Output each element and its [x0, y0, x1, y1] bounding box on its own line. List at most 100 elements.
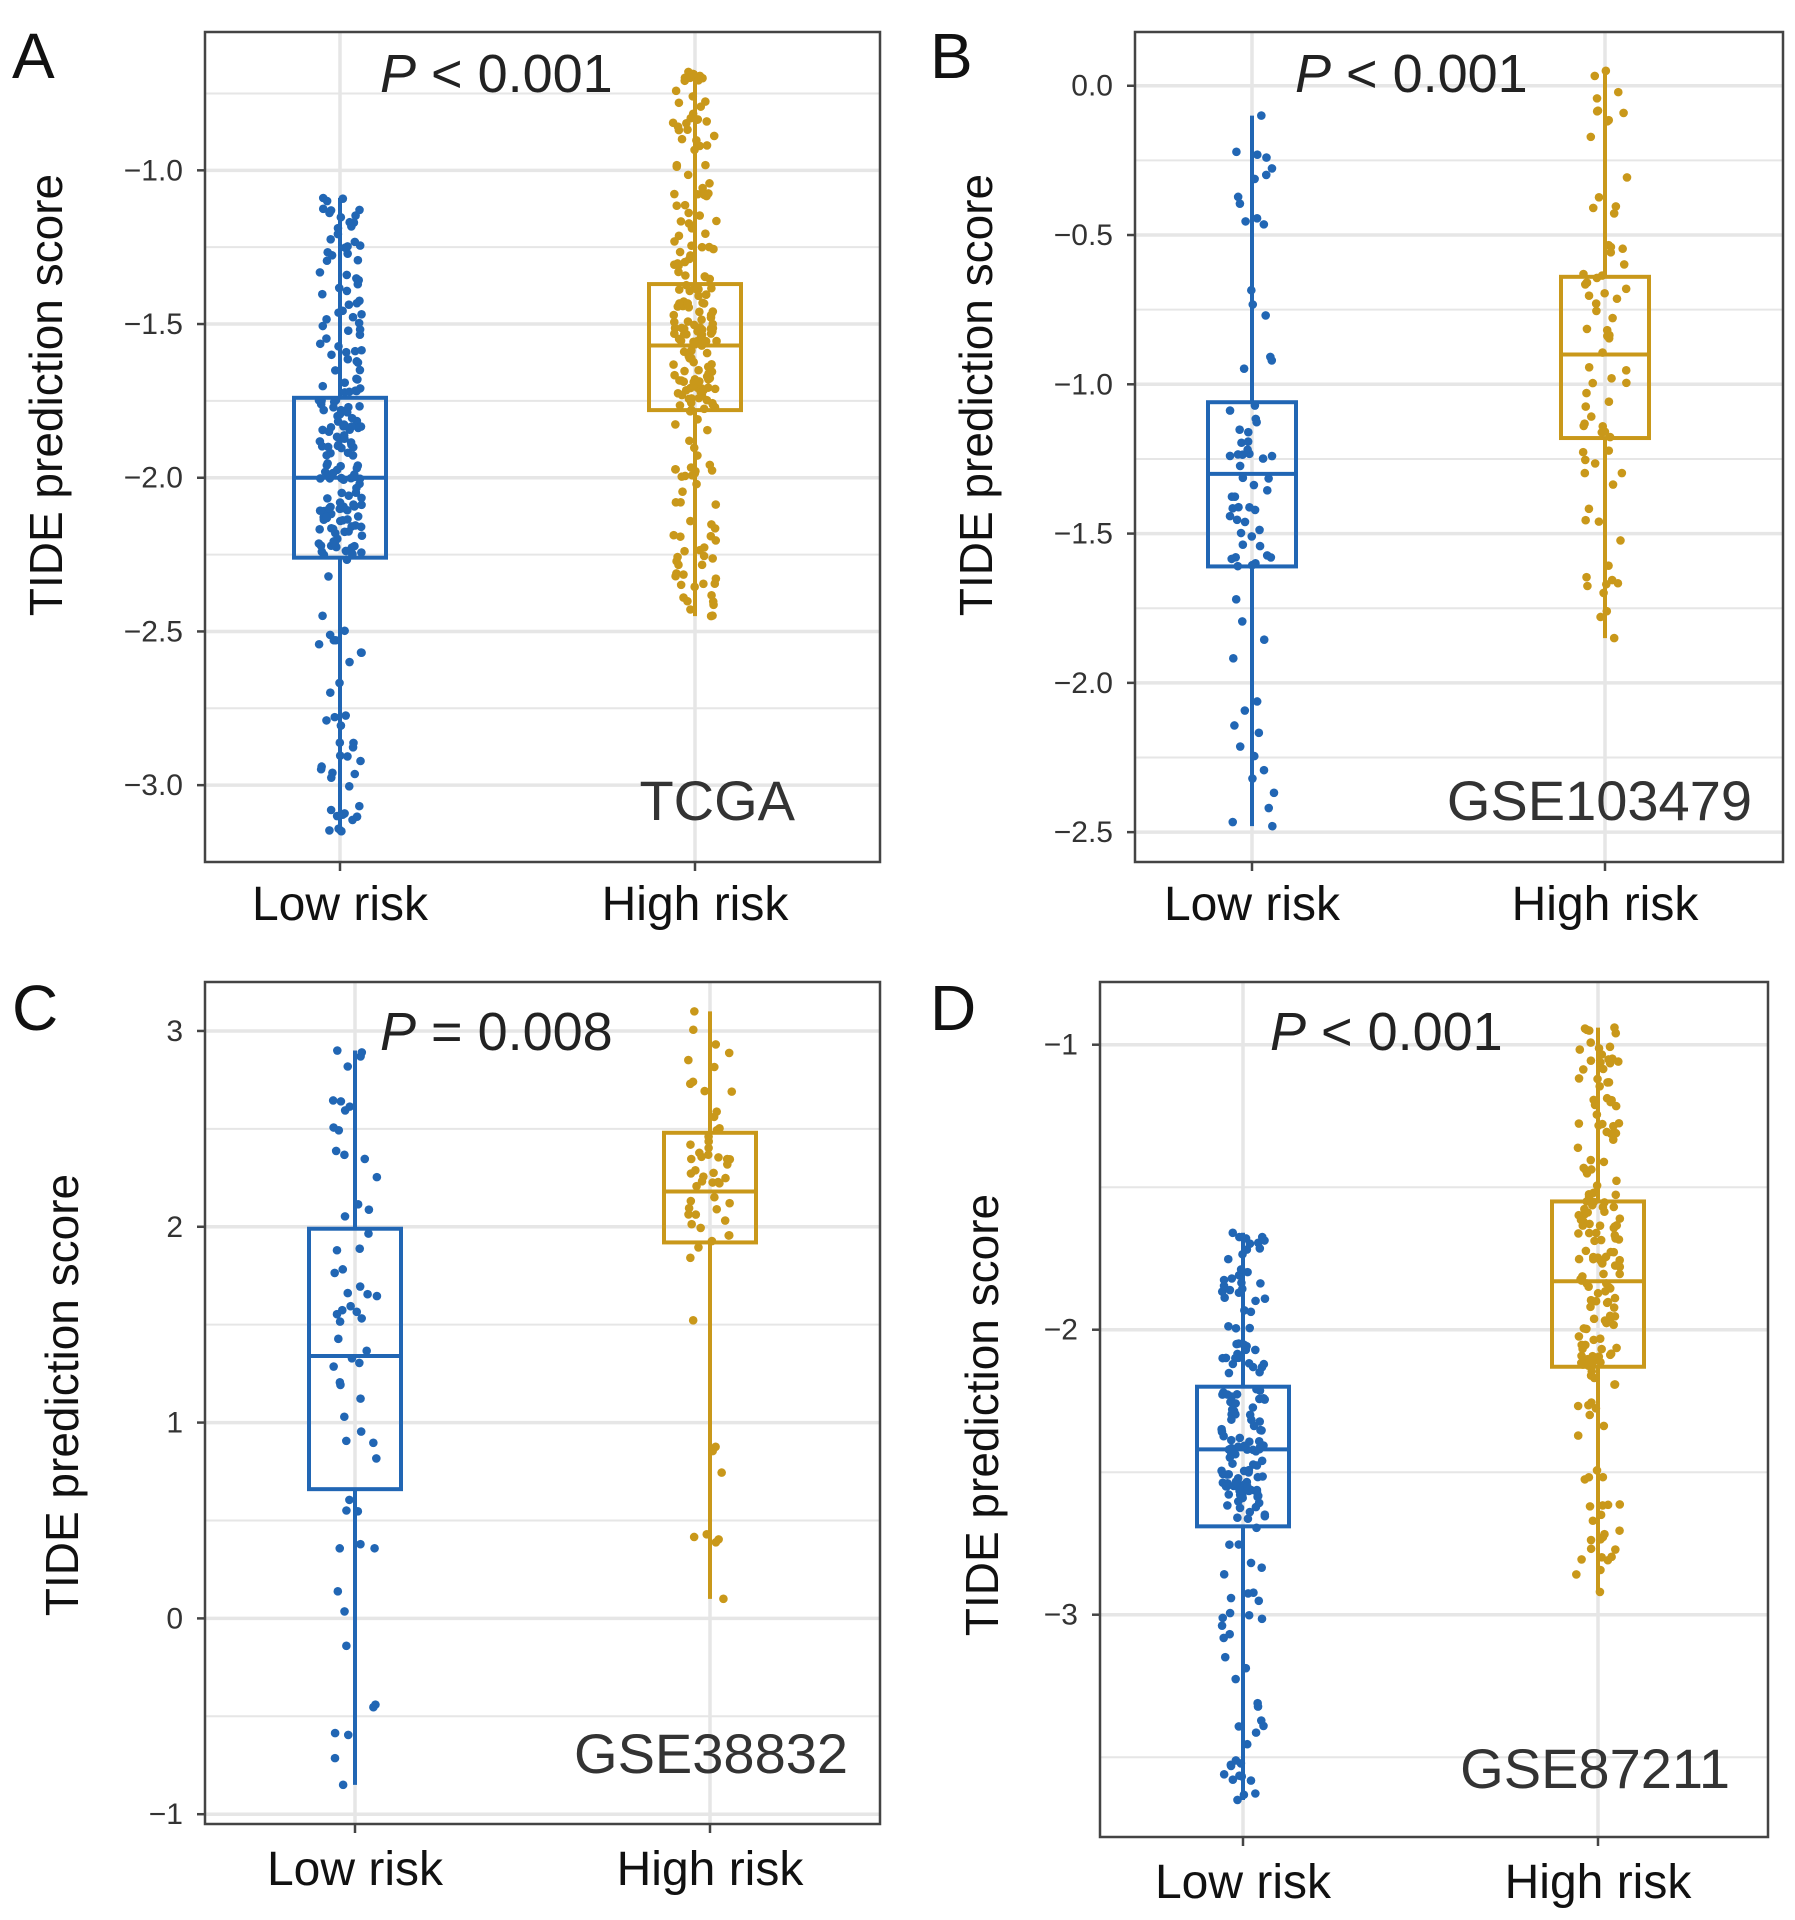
data-point: [686, 516, 695, 526]
data-point: [675, 247, 685, 257]
panel-a: A TIDE prediction score P < 0.001 TCGA L…: [12, 20, 882, 931]
data-point: [693, 415, 702, 424]
data-point: [1596, 1235, 1606, 1245]
data-point: [347, 413, 357, 423]
data-point: [341, 347, 351, 357]
data-point: [1582, 1197, 1591, 1206]
data-point: [1243, 427, 1253, 437]
data-point: [1608, 480, 1618, 489]
y-tick-label: −2.5: [1054, 816, 1113, 849]
data-point: [345, 1495, 354, 1505]
data-point: [1594, 192, 1604, 202]
data-point: [322, 334, 331, 343]
data-point: [347, 222, 356, 231]
svg-text:TIDE prediction score: TIDE prediction score: [950, 174, 1002, 616]
data-point: [335, 516, 345, 526]
data-point: [1573, 1431, 1583, 1440]
data-point: [679, 570, 688, 579]
data-point: [353, 255, 363, 265]
data-point: [699, 404, 709, 414]
data-point: [1257, 111, 1266, 120]
data-point: [708, 319, 718, 329]
data-point: [1248, 1403, 1258, 1412]
data-point: [349, 472, 359, 482]
data-point: [703, 1150, 713, 1160]
data-point: [693, 451, 702, 460]
data-point: [1588, 203, 1598, 213]
data-point: [1225, 451, 1235, 461]
data-point: [688, 92, 698, 101]
data-point: [338, 1780, 348, 1790]
data-point: [1609, 1202, 1619, 1212]
data-point: [1618, 244, 1627, 254]
y-tick-label: 1: [166, 1407, 183, 1440]
data-point: [712, 336, 721, 346]
data-point: [1610, 1230, 1620, 1240]
data-point: [1596, 1058, 1605, 1067]
data-point: [1217, 1424, 1226, 1434]
data-point: [1609, 1247, 1619, 1257]
data-point: [344, 527, 353, 536]
y-tick-label: −1.5: [1054, 518, 1113, 551]
data-point: [1612, 294, 1622, 304]
data-point: [1592, 1466, 1602, 1475]
data-point: [1615, 1526, 1624, 1535]
svg-text:TIDE prediction score: TIDE prediction score: [36, 1174, 88, 1616]
data-point: [335, 1378, 345, 1387]
data-point: [1225, 1629, 1234, 1639]
data-point: [709, 131, 719, 141]
data-point: [1242, 1482, 1252, 1491]
data-point: [1609, 1320, 1618, 1330]
data-point: [1239, 364, 1249, 373]
data-point: [702, 348, 712, 358]
data-point: [707, 466, 717, 475]
data-point: [328, 1096, 338, 1105]
data-point: [352, 1307, 362, 1317]
data-point: [1252, 1523, 1261, 1533]
data-point: [1596, 1510, 1606, 1520]
box-group-low-risk: [292, 193, 388, 836]
data-point: [1587, 1398, 1596, 1407]
data-point: [1576, 1215, 1586, 1225]
data-point: [1224, 1368, 1234, 1378]
data-point: [356, 422, 366, 431]
data-point: [1260, 1395, 1270, 1404]
x-tick-label-high-risk: High risk: [1505, 1856, 1693, 1909]
data-point: [684, 1203, 694, 1213]
data-point: [1255, 1367, 1264, 1377]
data-point: [714, 1153, 723, 1162]
box-group-high-risk: [662, 1007, 758, 1604]
data-point: [336, 461, 345, 471]
data-point: [348, 815, 357, 825]
data-point: [1259, 765, 1269, 775]
data-point: [713, 1177, 723, 1187]
data-point: [1267, 164, 1277, 173]
data-point: [326, 805, 336, 815]
data-point: [1602, 325, 1612, 335]
data-point: [340, 809, 349, 818]
data-point: [1598, 348, 1607, 357]
data-point: [324, 572, 333, 581]
data-point: [1581, 402, 1591, 411]
data-point: [334, 824, 343, 833]
data-point: [715, 1123, 724, 1133]
data-point: [680, 366, 689, 376]
data-point: [1259, 220, 1269, 229]
data-point: [1223, 1501, 1232, 1510]
data-point: [1619, 260, 1629, 269]
data-point: [1586, 1155, 1596, 1165]
data-point: [1259, 635, 1269, 645]
data-point: [1588, 1351, 1597, 1361]
data-point: [340, 378, 350, 388]
data-point: [1589, 1335, 1598, 1345]
data-point: [701, 336, 711, 346]
data-point: [1234, 1540, 1244, 1549]
data-point: [344, 300, 354, 309]
data-point: [1249, 1421, 1259, 1431]
data-point: [1257, 1426, 1266, 1435]
data-point: [1218, 1613, 1228, 1623]
data-point: [1594, 1121, 1603, 1130]
data-point: [1252, 697, 1262, 706]
data-point: [699, 551, 709, 561]
